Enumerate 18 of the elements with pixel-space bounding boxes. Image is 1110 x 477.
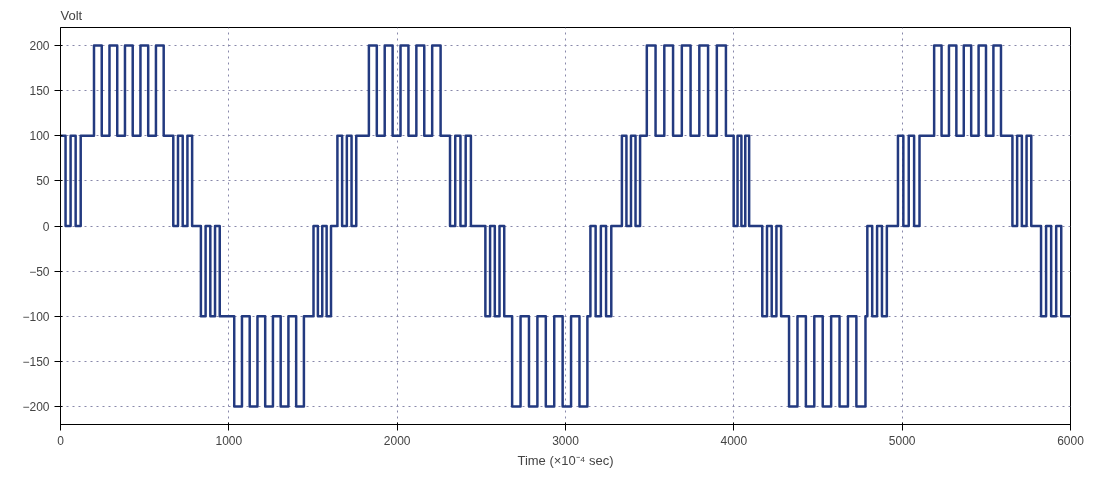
x-tick-label: 2000 [383, 433, 411, 448]
y-tick-label: 50 [36, 174, 50, 189]
y-tick-label: −200 [22, 399, 50, 414]
x-tick-label: 4000 [720, 433, 748, 448]
x-tick-label: 6000 [1057, 433, 1085, 448]
y-tick-label: 0 [42, 219, 50, 234]
x-tick-label: 0 [57, 433, 65, 448]
x-axis-title: Time (×10⁻⁴ sec) [517, 452, 614, 468]
y-tick-label: −150 [22, 354, 50, 369]
x-tick-label: 3000 [552, 433, 580, 448]
y-axis-title: Volt [60, 7, 83, 23]
y-tick-label: 100 [29, 129, 50, 144]
y-tick-label: −100 [22, 309, 50, 324]
y-tick-label: 150 [29, 84, 50, 99]
x-tick-label: 5000 [888, 433, 916, 448]
y-tick-label: −50 [29, 264, 50, 279]
y-tick-label: 200 [29, 39, 50, 54]
x-tick-label: 1000 [215, 433, 243, 448]
